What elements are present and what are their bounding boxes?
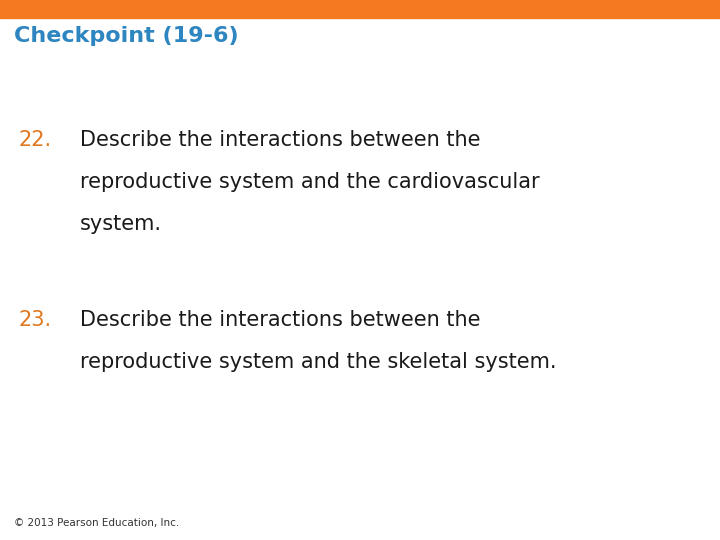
Text: © 2013 Pearson Education, Inc.: © 2013 Pearson Education, Inc. <box>14 518 179 528</box>
Text: 23.: 23. <box>18 310 51 330</box>
Text: reproductive system and the skeletal system.: reproductive system and the skeletal sys… <box>80 352 557 372</box>
Text: Checkpoint (19-6): Checkpoint (19-6) <box>14 26 238 46</box>
Text: Describe the interactions between the: Describe the interactions between the <box>80 310 480 330</box>
Text: reproductive system and the cardiovascular: reproductive system and the cardiovascul… <box>80 172 539 192</box>
Text: system.: system. <box>80 214 162 234</box>
Text: 22.: 22. <box>18 130 51 150</box>
Text: Describe the interactions between the: Describe the interactions between the <box>80 130 480 150</box>
Bar <box>0 0 720 18</box>
